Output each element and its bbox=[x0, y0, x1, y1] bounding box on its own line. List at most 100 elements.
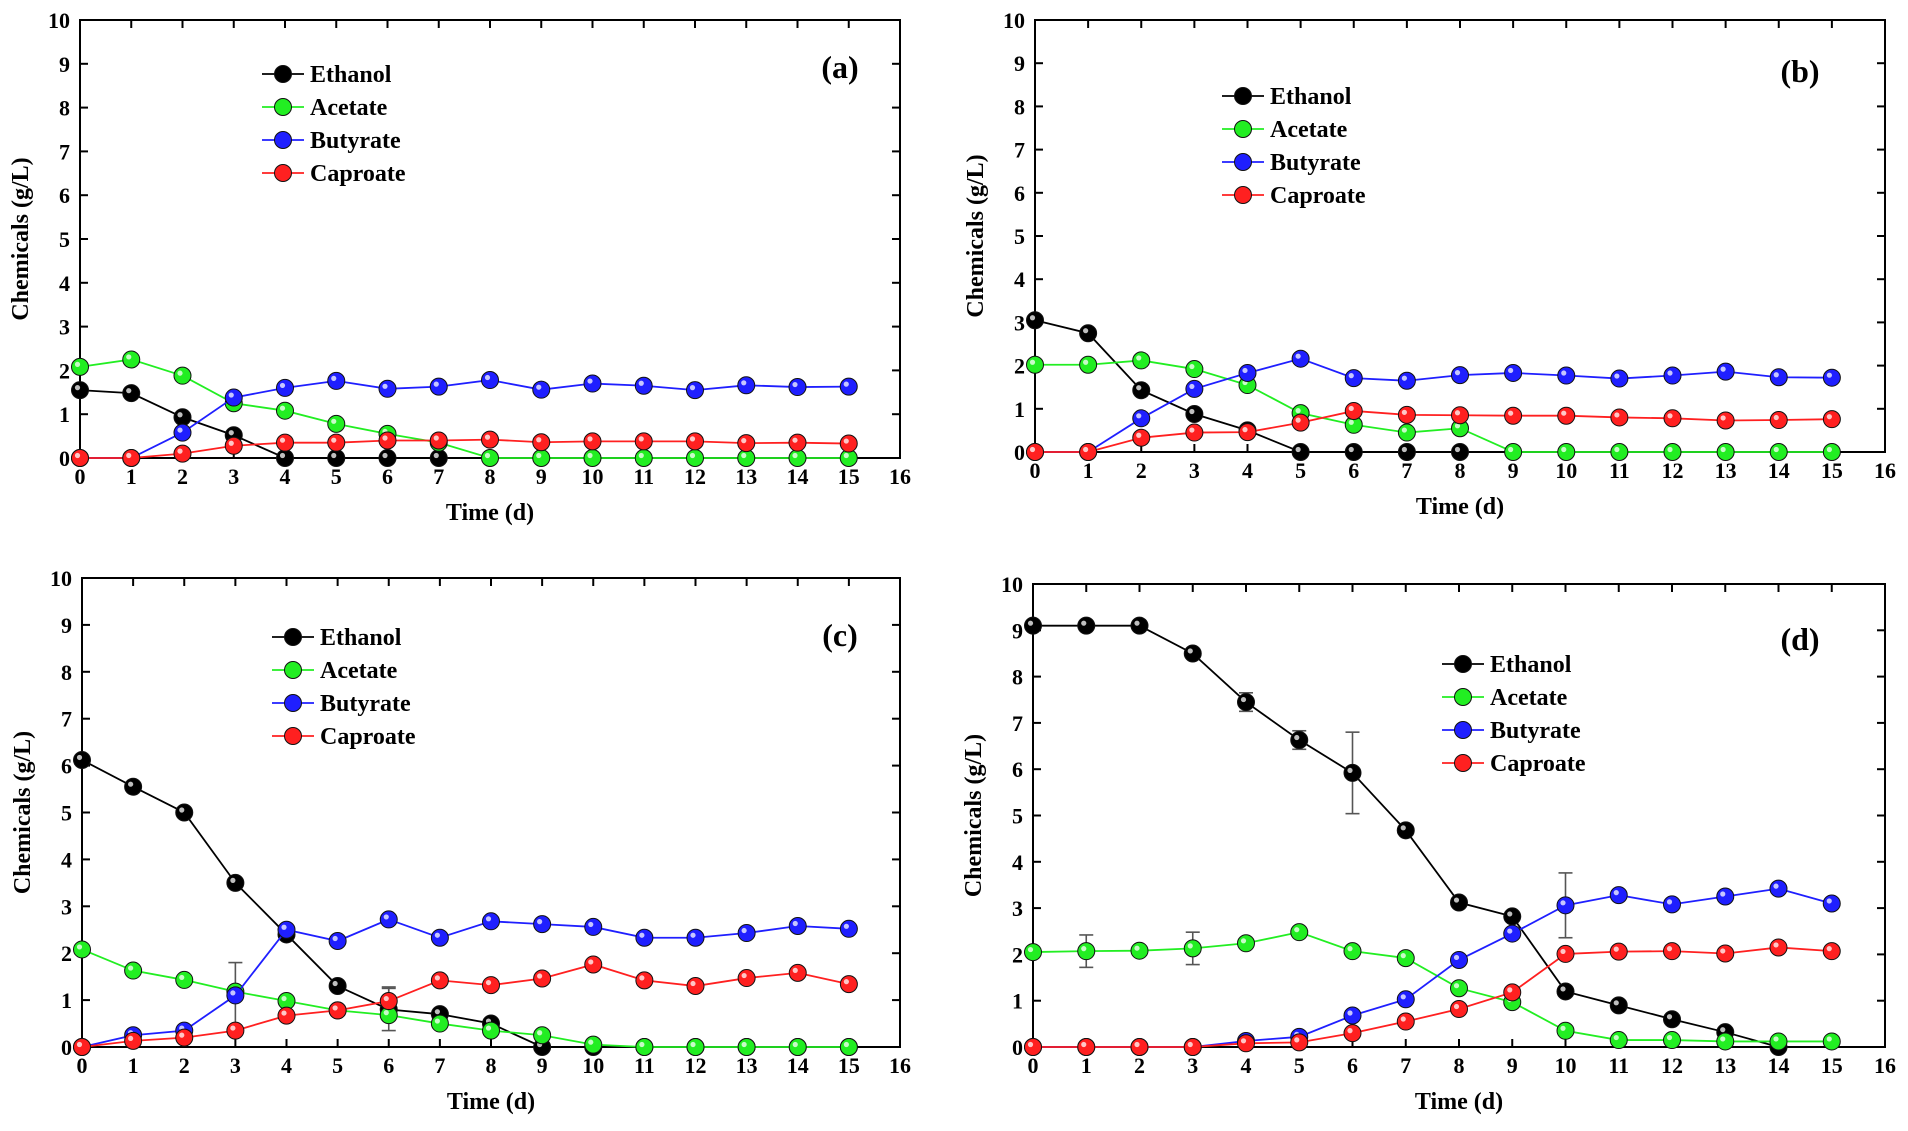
data-point-caproate bbox=[1026, 443, 1044, 461]
data-point-butyrate bbox=[1822, 894, 1841, 913]
y-tick-label: 0 bbox=[61, 1035, 72, 1060]
data-point-highlight bbox=[1347, 1010, 1353, 1016]
x-tick-label: 9 bbox=[1507, 1053, 1518, 1078]
data-point-ethanol bbox=[1556, 982, 1575, 1001]
data-point-highlight bbox=[1136, 413, 1142, 419]
chart-panel-c: 0 1 2 3 4 5 6 7 8 9 10 11 12 13 14 15 16012345678910Time… bbox=[10, 566, 911, 1115]
data-point-highlight bbox=[689, 385, 696, 391]
legend-marker bbox=[1234, 186, 1252, 204]
data-point-caproate bbox=[737, 969, 756, 988]
data-point-highlight bbox=[177, 448, 183, 454]
data-point-ethanol bbox=[1663, 1010, 1681, 1029]
data-point-ethanol bbox=[327, 449, 346, 467]
legend-label: Acetate bbox=[320, 658, 398, 684]
data-point-highlight bbox=[689, 452, 696, 459]
y-axis-title: Chemicals (g/L) bbox=[961, 734, 987, 897]
data-point-highlight bbox=[537, 973, 543, 979]
data-point-caproate bbox=[175, 1028, 194, 1047]
data-point-highlight bbox=[1027, 946, 1034, 953]
data-point-ethanol bbox=[1185, 404, 1204, 423]
data-point-acetate bbox=[1396, 949, 1415, 968]
y-tick-label: 9 bbox=[1012, 618, 1023, 643]
data-point-butyrate bbox=[378, 379, 397, 398]
x-tick-label: 10 bbox=[582, 464, 604, 489]
data-point-butyrate bbox=[788, 378, 807, 397]
data-point-highlight bbox=[279, 405, 286, 411]
data-point-highlight bbox=[1453, 897, 1460, 903]
data-point-highlight bbox=[588, 959, 594, 965]
data-point-highlight bbox=[1029, 446, 1036, 453]
data-point-ethanol bbox=[1024, 616, 1042, 635]
data-point-highlight bbox=[1561, 446, 1567, 453]
x-tick-label: 12 bbox=[685, 1053, 707, 1078]
data-point-highlight bbox=[1453, 954, 1460, 961]
data-point-highlight bbox=[1187, 1041, 1193, 1048]
data-point-highlight bbox=[1029, 315, 1036, 321]
x-tick-label: 7 bbox=[1401, 458, 1412, 483]
data-point-highlight bbox=[588, 921, 594, 928]
data-point-highlight bbox=[74, 385, 81, 391]
data-point-highlight bbox=[1773, 414, 1779, 421]
data-point-acetate bbox=[1716, 1032, 1735, 1051]
data-point-caproate bbox=[1079, 443, 1098, 461]
y-tick-label: 6 bbox=[61, 754, 72, 779]
data-point-highlight bbox=[1720, 415, 1726, 421]
legend-marker bbox=[284, 694, 302, 712]
data-point-caproate bbox=[1769, 411, 1788, 430]
data-point-highlight bbox=[792, 1041, 798, 1048]
data-point-acetate bbox=[584, 1035, 603, 1054]
legend-label: Butyrate bbox=[1490, 718, 1581, 744]
x-tick-label: 1 bbox=[128, 1053, 139, 1078]
data-point-acetate bbox=[73, 940, 91, 959]
data-point-highlight bbox=[1826, 414, 1832, 420]
x-tick-label: 5 bbox=[332, 1053, 343, 1078]
data-point-highlight bbox=[741, 927, 747, 934]
data-point-caproate bbox=[173, 444, 192, 463]
legend-marker bbox=[284, 661, 302, 679]
data-point-highlight bbox=[1666, 946, 1673, 952]
data-point-acetate bbox=[1024, 943, 1042, 962]
data-point-highlight bbox=[179, 1032, 185, 1038]
y-tick-label: 4 bbox=[1012, 850, 1023, 875]
data-point-highlight bbox=[741, 972, 747, 979]
data-point-caproate bbox=[1237, 1034, 1255, 1053]
x-tick-label: 2 bbox=[1136, 458, 1147, 483]
data-point-acetate bbox=[737, 1038, 756, 1056]
legend-label: Ethanol bbox=[310, 62, 392, 88]
data-point-highlight bbox=[1508, 446, 1514, 453]
data-point-highlight bbox=[1401, 375, 1407, 381]
y-tick-label: 9 bbox=[61, 613, 72, 638]
data-point-highlight bbox=[1720, 948, 1726, 954]
data-point-caproate bbox=[430, 971, 449, 990]
data-point-caproate bbox=[1769, 938, 1788, 957]
data-point-acetate bbox=[173, 366, 192, 385]
data-point-highlight bbox=[1027, 1041, 1034, 1048]
x-tick-label: 7 bbox=[1400, 1053, 1411, 1078]
series-caproate bbox=[71, 430, 858, 467]
data-point-ethanol bbox=[276, 449, 294, 467]
data-point-acetate bbox=[583, 449, 602, 467]
data-point-highlight bbox=[179, 807, 185, 813]
data-point-caproate bbox=[583, 432, 602, 451]
data-point-acetate bbox=[1026, 355, 1044, 374]
data-point-ethanol bbox=[175, 803, 194, 822]
data-point-highlight bbox=[1027, 620, 1034, 626]
data-point-highlight bbox=[638, 436, 644, 442]
legend-marker bbox=[274, 131, 292, 149]
data-point-butyrate bbox=[737, 924, 756, 943]
data-point-butyrate bbox=[1557, 366, 1576, 385]
legend-marker bbox=[274, 164, 292, 182]
data-point-highlight bbox=[792, 967, 798, 973]
data-point-highlight bbox=[179, 974, 185, 981]
data-point-highlight bbox=[1083, 446, 1089, 453]
data-point-butyrate bbox=[1610, 369, 1629, 388]
data-point-caproate bbox=[327, 433, 346, 452]
data-point-acetate bbox=[1237, 934, 1255, 953]
data-point-highlight bbox=[332, 1005, 338, 1011]
data-point-highlight bbox=[1826, 446, 1832, 453]
data-point-highlight bbox=[1083, 359, 1089, 365]
plot-frame bbox=[79, 19, 901, 459]
data-point-highlight bbox=[639, 975, 645, 981]
data-point-acetate bbox=[686, 449, 704, 467]
data-point-butyrate bbox=[634, 376, 653, 395]
